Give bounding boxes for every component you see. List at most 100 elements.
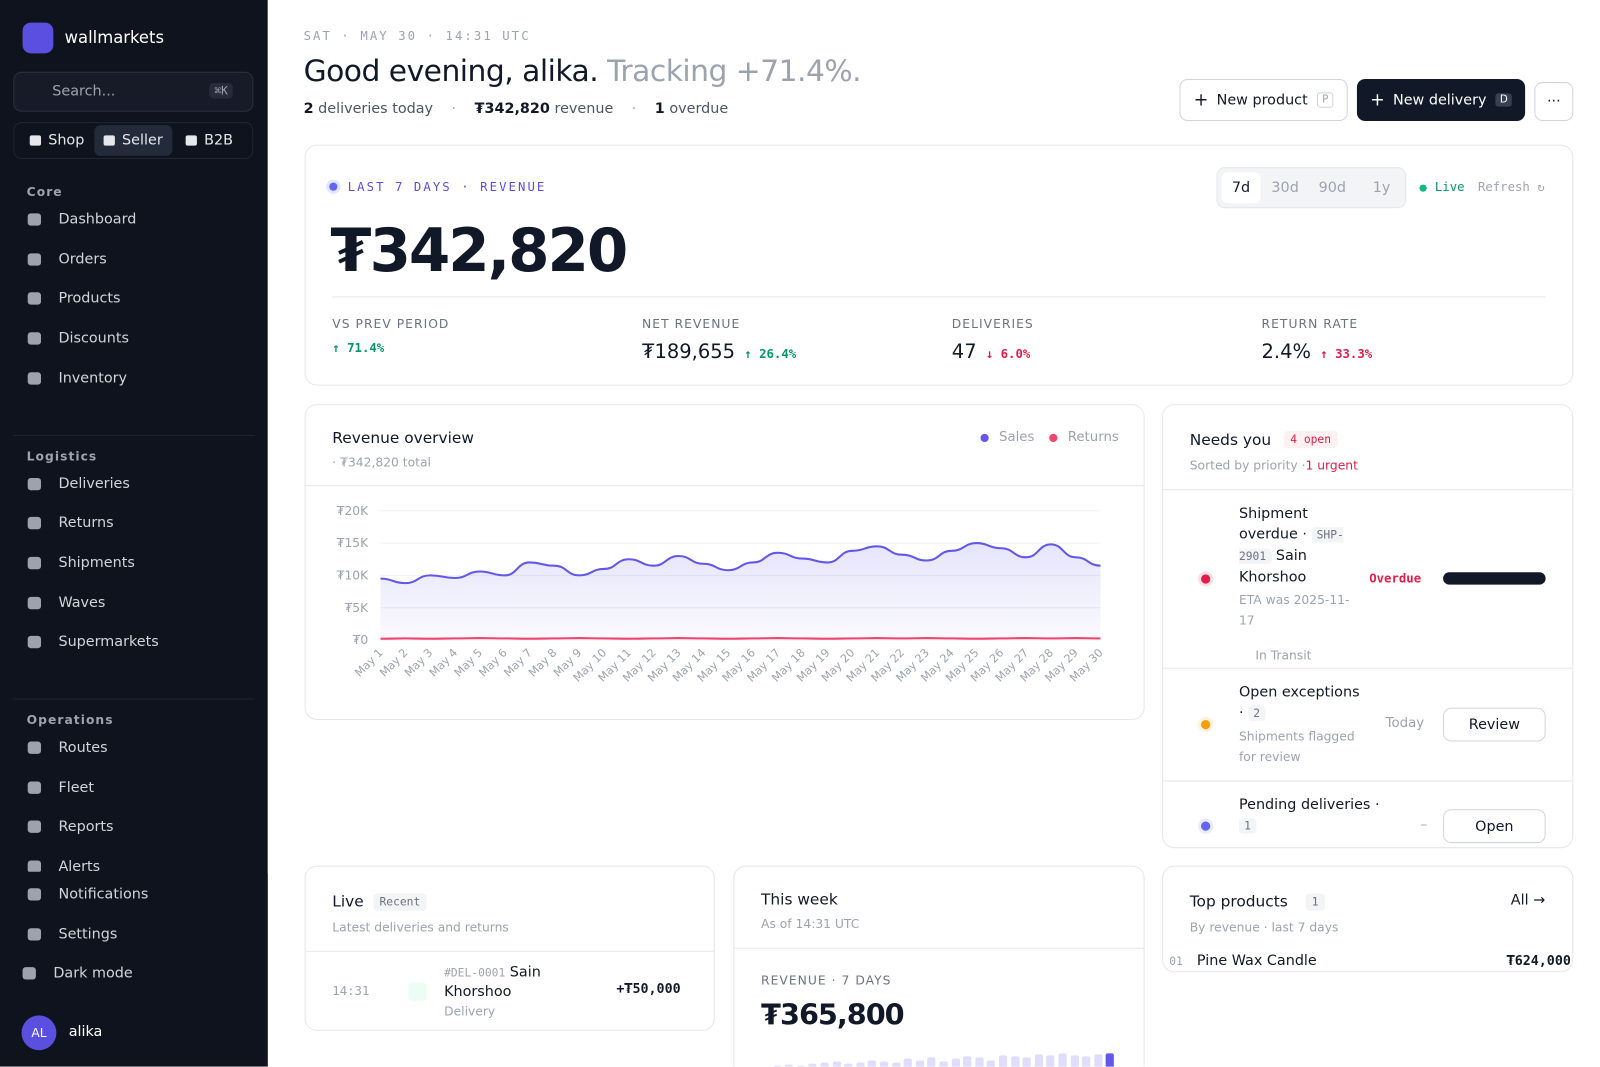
nav-item[interactable]: Discounts (27, 330, 129, 347)
stat: ₮342,820 revenue (475, 101, 614, 117)
greeting: Good evening, alika. Tracking +71.4%. (304, 53, 862, 88)
nav-label: Discounts (58, 330, 129, 347)
stat-label: deliveries today (318, 100, 434, 117)
spark-bar (1046, 1055, 1055, 1067)
y-tick-label: ₮0 (353, 633, 369, 647)
nav-item[interactable]: Waves (27, 594, 106, 611)
kpi-label: DELIVERIES (951, 316, 1034, 332)
nav-icon (27, 372, 42, 385)
live-dot (329, 182, 338, 191)
divider (332, 296, 1546, 298)
nav-label: Reports (58, 818, 114, 836)
spark-bar (975, 1057, 984, 1067)
row-kind: Delivery (444, 1004, 496, 1019)
footer-item[interactable]: Notifications (27, 886, 149, 903)
footer-item[interactable]: Dark mode (22, 966, 133, 982)
urgent: 1 urgent (1305, 458, 1358, 473)
spark-bar (820, 1062, 829, 1067)
nav-label: Orders (58, 250, 107, 268)
range-tab[interactable]: 7d (1221, 172, 1261, 204)
kpi-row: ↑ 71.4% (332, 341, 384, 355)
kpi-row: ₮189,655 ↑ 26.4% (642, 341, 796, 364)
spark-bar (796, 1065, 805, 1067)
needs-card: Needs you 4 open Sorted by priority ·1 urg… (1162, 404, 1574, 849)
spark-bar (1070, 1055, 1079, 1067)
spark-bar (808, 1063, 817, 1067)
nav-icon (27, 741, 42, 754)
spark-bar (784, 1064, 794, 1067)
kpi-label: NET REVENUE (642, 316, 741, 332)
nav-label: Alerts (58, 858, 101, 872)
nav-label: Products (58, 290, 121, 308)
nav-item[interactable]: Shipments (27, 555, 135, 571)
item-title: Open exceptions · (1238, 684, 1360, 722)
spark-bar (903, 1058, 912, 1067)
legend-label: Sales (998, 429, 1035, 446)
spark-bar (1022, 1057, 1031, 1067)
search-box[interactable]: Search... ⌘K (13, 71, 254, 112)
item-text: Shipment overdue · SHP-2901 Sain Khorsho… (1238, 504, 1362, 666)
divider (13, 698, 255, 700)
row-who: Sain Khorshoo (444, 964, 541, 1000)
search-placeholder: Search... (52, 83, 116, 100)
stat: 1 overdue (655, 101, 728, 117)
nav-item[interactable]: Orders (27, 250, 107, 268)
range-switch: 7d 30d 90d 1y (1216, 167, 1407, 209)
spark-bar (939, 1061, 948, 1067)
divider (1163, 780, 1573, 782)
item-title: Shipment overdue · (1238, 505, 1308, 543)
live-subtitle: Latest deliveries and returns (332, 919, 509, 935)
chart-title: Revenue overview (332, 428, 474, 448)
refresh[interactable]: Refresh ↻ (1477, 179, 1545, 194)
nav-item[interactable]: Products (27, 290, 121, 308)
row-text: #DEL-0001 Sain Khorshoo Delivery (444, 963, 567, 1021)
range-tab[interactable]: 1y (1372, 179, 1391, 196)
live-label: Live (1434, 179, 1465, 194)
item-text: Pending deliveries · 1 (1238, 795, 1383, 837)
row-icon (408, 982, 427, 1002)
y-tick-label: ₮20K (337, 504, 369, 518)
nav-item[interactable]: Supermarkets (27, 634, 159, 651)
top-link[interactable]: All → (1510, 892, 1546, 909)
action-button[interactable]: Open (1443, 809, 1546, 844)
header-button[interactable]: + New product P (1179, 78, 1348, 122)
divider (734, 947, 1144, 949)
button-label: New product (1216, 91, 1308, 109)
spark-bar (963, 1056, 972, 1067)
action-button[interactable] (1443, 572, 1546, 585)
mode-tab[interactable]: B2B (176, 125, 242, 156)
nav-icon (27, 820, 42, 834)
nav-item[interactable]: Inventory (27, 370, 127, 386)
item-when: Today (1385, 715, 1425, 732)
nav-item[interactable]: Alerts (27, 858, 101, 872)
mode-tab[interactable]: Shop (21, 125, 94, 156)
nav-item[interactable]: Dashboard (27, 211, 137, 228)
header-button[interactable]: + New delivery D (1356, 78, 1526, 122)
item-when: – (1420, 817, 1428, 833)
mode-tab[interactable]: Seller (94, 125, 172, 156)
logo (22, 22, 54, 54)
nav-item[interactable]: Fleet (27, 779, 94, 796)
week-value: ₮365,800 (761, 997, 905, 1032)
range-tab[interactable]: 90d (1318, 179, 1346, 196)
kpi-delta: ↑ 71.4% (332, 340, 385, 355)
nav-icon (27, 477, 42, 490)
shortcut: ⌘K (209, 83, 234, 99)
nav-item[interactable]: Deliveries (27, 475, 130, 492)
kpi-delta: ↑ 33.3% (1320, 346, 1373, 362)
nav-item[interactable]: Reports (27, 818, 114, 836)
nav-label: Routes (58, 739, 108, 756)
footer-item[interactable]: Settings (27, 926, 118, 942)
action-button[interactable]: Review (1443, 707, 1546, 742)
product-rank: 01 (1169, 954, 1183, 969)
nav-item[interactable]: Returns (27, 515, 114, 531)
spark-bar (1106, 1053, 1115, 1067)
stat-value: ₮342,820 (474, 100, 550, 117)
more-button[interactable]: ··· (1534, 82, 1574, 122)
chart-card: Revenue overview · ₮342,820 total Sales Ret… (304, 404, 1145, 720)
nav-item[interactable]: Routes (27, 739, 108, 756)
priority-dot (1201, 821, 1211, 831)
range-tab[interactable]: 30d (1271, 179, 1299, 196)
sidebar: wallmarkets Search... ⌘K Shop Seller B2B C… (0, 0, 268, 1067)
